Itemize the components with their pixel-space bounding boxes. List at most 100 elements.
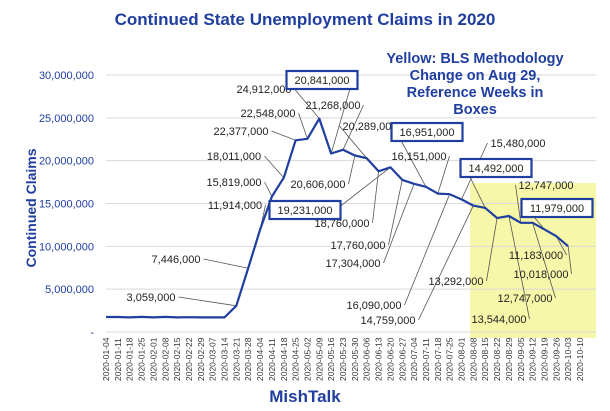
x-tick-label: 2020-02-08: [160, 337, 170, 381]
data-label: 3,059,000: [127, 292, 176, 304]
x-tick-label: 2020-04-18: [279, 337, 289, 381]
x-tick-label: 2020-10-10: [575, 337, 585, 381]
x-tick-label: 2020-07-04: [409, 337, 419, 381]
leader-line: [339, 125, 368, 159]
data-label: 14,759,000: [360, 315, 415, 327]
annotation-line: Yellow: BLS Methodology: [386, 51, 563, 67]
data-label: 12,747,000: [518, 180, 573, 192]
data-label: 20,289,000: [342, 121, 397, 133]
x-axis: 2020-01-04 2020-01-11 2020-01-18 2020-01-25…: [101, 337, 585, 381]
leader-line: [532, 222, 556, 299]
leader-line: [264, 181, 273, 197]
leader-line: [342, 104, 364, 150]
y-tick-label: 10,000,000: [39, 241, 94, 253]
leader-line: [383, 183, 415, 264]
x-tick-label: 2020-10-03: [563, 337, 573, 381]
x-tick-label: 2020-02-22: [184, 337, 194, 381]
x-tick-label: 2020-01-04: [101, 337, 111, 381]
x-tick-label: 2020-01-11: [113, 338, 123, 381]
data-label: 16,151,000: [391, 151, 446, 163]
leader-line: [372, 171, 379, 224]
data-label: 10,018,000: [513, 269, 568, 281]
data-label: 7,446,000: [152, 254, 201, 266]
reference-week-box: [459, 157, 533, 179]
x-tick-label: 2020-02-29: [196, 337, 206, 381]
x-tick-label: 2020-03-14: [220, 337, 230, 381]
y-tick-label: 25,000,000: [39, 113, 94, 125]
leader-line: [178, 296, 237, 307]
x-tick-label: 2020-08-29: [504, 337, 514, 381]
x-tick-label: 2020-02-15: [172, 337, 182, 381]
leader-line: [404, 194, 451, 306]
leader-line: [437, 155, 450, 194]
data-label: 13,292,000: [428, 276, 483, 288]
data-label: 17,304,000: [325, 258, 380, 270]
x-tick-label: 2020-08-01: [457, 337, 467, 381]
x-tick-label: 2020-03-28: [243, 337, 253, 381]
label-leader-lines: [178, 79, 572, 321]
data-label: 21,268,000: [305, 100, 360, 112]
data-label: 19,231,000: [277, 205, 332, 217]
leader-line: [271, 130, 296, 141]
x-tick-label: 2020-05-09: [314, 337, 324, 381]
data-label: 17,760,000: [330, 240, 385, 252]
x-tick-label: 2020-04-25: [291, 337, 301, 381]
x-tick-label: 2020-09-05: [516, 337, 526, 381]
y-tick-label: -: [90, 327, 94, 339]
data-label: 11,979,000: [530, 203, 584, 215]
x-tick-label: 2020-01-18: [125, 337, 135, 381]
data-label: 20,606,000: [290, 179, 345, 191]
reference-week-box: [285, 69, 359, 91]
data-label: 22,548,000: [240, 108, 295, 120]
leader-line: [203, 258, 249, 269]
x-axis-title: MishTalk: [269, 387, 341, 406]
leader-line: [418, 205, 474, 321]
y-tick-label: 20,000,000: [39, 156, 94, 168]
data-label: 22,377,000: [213, 126, 268, 138]
data-label: 12,747,000: [497, 293, 552, 305]
leader-line: [335, 166, 391, 211]
y-axis: - 5,000,000 10,000,000 15,000,000 20,000,000…: [39, 70, 94, 339]
x-tick-label: 2020-07-25: [445, 337, 455, 381]
y-axis-title: Continued Claims: [23, 148, 39, 267]
x-tick-label: 2020-07-18: [433, 337, 443, 381]
data-label: 24,912,000: [236, 84, 291, 96]
data-label: 15,819,000: [206, 177, 261, 189]
data-label: 11,183,000: [509, 250, 563, 262]
data-label: 13,544,000: [471, 314, 526, 326]
x-tick-label: 2020-05-16: [326, 337, 336, 381]
x-tick-label: 2020-06-13: [374, 337, 384, 381]
x-tick-label: 2020-05-23: [338, 337, 348, 381]
leader-line: [330, 79, 353, 154]
reference-week-box: [268, 199, 342, 221]
x-tick-label: 2020-04-11: [267, 338, 277, 381]
x-tick-label: 2020-09-19: [539, 337, 549, 381]
y-tick-label: 30,000,000: [39, 70, 94, 82]
methodology-annotation: Yellow: BLS Methodology Change on Aug 29,…: [386, 51, 563, 118]
leader-line: [388, 179, 403, 246]
x-tick-label: 2020-02-01: [148, 337, 158, 381]
x-tick-label: 2020-08-22: [492, 337, 502, 381]
data-label: 16,951,000: [399, 127, 454, 139]
series-line: [106, 117, 569, 319]
x-tick-label: 2020-01-25: [137, 337, 147, 381]
data-label: 16,090,000: [346, 300, 401, 312]
reference-week-box: [390, 121, 464, 143]
data-label: 20,841,000: [294, 75, 349, 87]
x-tick-label: 2020-05-02: [302, 337, 312, 381]
leader-line: [567, 246, 572, 275]
x-tick-label: 2020-08-08: [468, 337, 478, 381]
leader-line: [294, 88, 320, 119]
x-tick-label: 2020-09-26: [551, 337, 561, 381]
leader-line: [298, 112, 308, 139]
reference-week-box: [520, 197, 594, 219]
x-tick-label: 2020-03-21: [231, 337, 241, 381]
x-tick-label: 2020-08-15: [480, 337, 490, 381]
x-tick-label: 2020-07-11: [421, 338, 431, 381]
x-tick-label: 2020-06-06: [362, 337, 372, 381]
x-tick-label: 2020-04-04: [255, 337, 265, 381]
data-labels: 3,059,000 7,446,000 11,914,000 15,819,000 18…: [127, 69, 594, 327]
x-tick-label: 2020-06-20: [385, 337, 395, 381]
